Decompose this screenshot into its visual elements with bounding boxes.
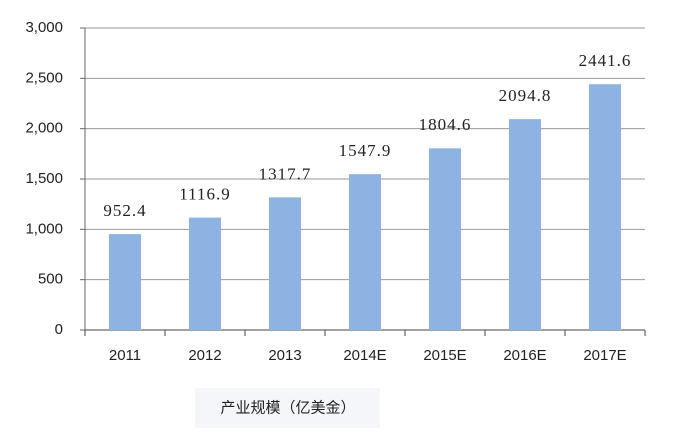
bar <box>429 148 461 330</box>
value-label: 2094.8 <box>499 86 552 105</box>
y-tick-label: 0 <box>55 321 63 338</box>
x-tick-label: 2012 <box>188 347 221 364</box>
bar <box>349 174 381 330</box>
value-label: 1547.9 <box>339 141 392 160</box>
label-background <box>195 388 380 428</box>
x-tick-label: 2014E <box>343 347 386 364</box>
y-tick-label: 3,000 <box>25 19 63 36</box>
bar <box>509 119 541 330</box>
value-label: 1804.6 <box>419 115 472 134</box>
bar <box>109 234 141 330</box>
value-label: 2441.6 <box>579 51 632 70</box>
bar <box>269 197 301 330</box>
x-tick-label: 2016E <box>503 347 546 364</box>
x-tick-label: 2017E <box>583 347 626 364</box>
value-label: 1317.7 <box>259 164 312 183</box>
x-tick-label: 2011 <box>109 347 141 364</box>
value-label: 1116.9 <box>179 184 231 203</box>
y-tick-label: 500 <box>38 271 63 288</box>
bar <box>589 84 621 330</box>
x-axis-label: 产业规模（亿美金） <box>220 399 355 417</box>
bar <box>189 217 221 330</box>
y-tick-label: 2,500 <box>25 69 63 86</box>
x-tick-label: 2015E <box>423 347 466 364</box>
y-tick-label: 1,500 <box>25 170 63 187</box>
y-tick-label: 2,000 <box>25 120 63 137</box>
x-tick-label: 2013 <box>268 347 301 364</box>
y-tick-label: 1,000 <box>25 220 63 237</box>
value-label: 952.4 <box>103 201 146 220</box>
